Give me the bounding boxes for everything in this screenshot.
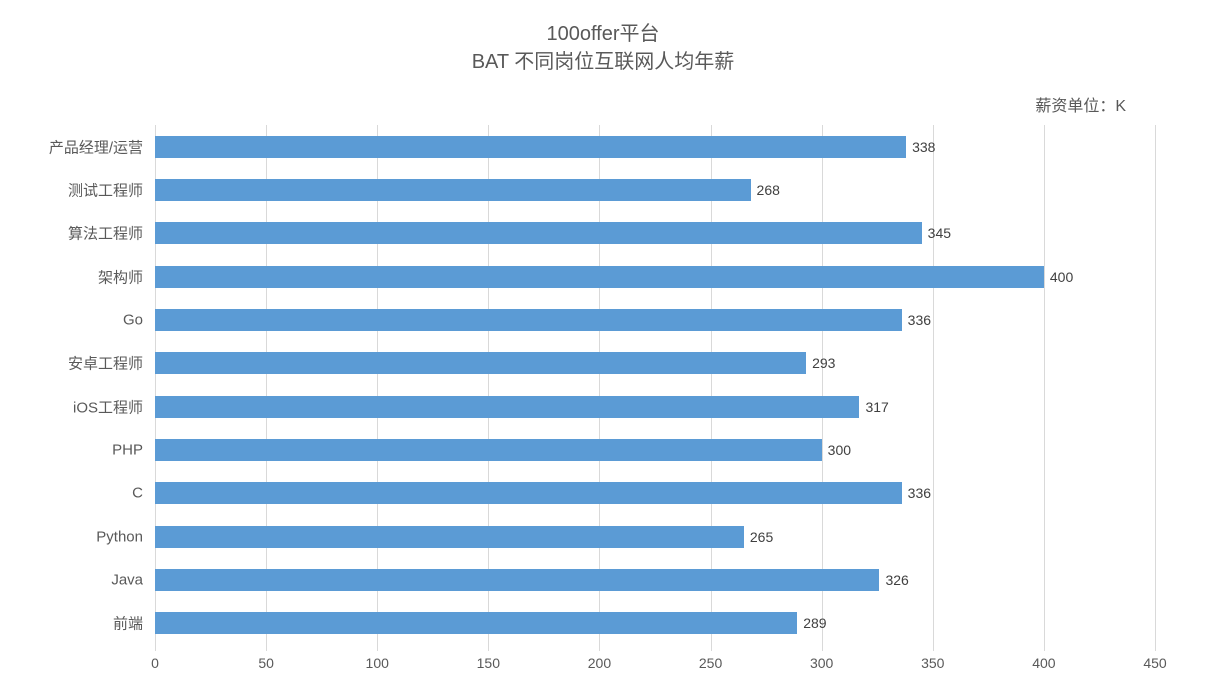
- y-axis-label: C: [132, 485, 155, 502]
- x-axis-label: 300: [810, 655, 833, 671]
- gridline: [1155, 125, 1156, 645]
- x-axis-label: 150: [477, 655, 500, 671]
- chart-title-line1: 100offer平台: [0, 20, 1206, 48]
- gridline: [933, 125, 934, 645]
- x-axis-label: 200: [588, 655, 611, 671]
- bar: 338: [155, 136, 906, 158]
- bar: 345: [155, 222, 922, 244]
- gridline: [266, 125, 267, 645]
- x-tick: [599, 645, 600, 651]
- bar: 289: [155, 612, 797, 634]
- gridline: [599, 125, 600, 645]
- bar: 268: [155, 179, 751, 201]
- bar: 317: [155, 396, 859, 418]
- y-axis-label: 安卓工程师: [68, 353, 155, 374]
- x-tick: [377, 645, 378, 651]
- x-axis-label: 50: [258, 655, 274, 671]
- bar-value-label: 400: [1044, 269, 1073, 285]
- bar: 300: [155, 439, 822, 461]
- bar-value-label: 300: [822, 442, 851, 458]
- x-tick: [155, 645, 156, 651]
- gridline: [822, 125, 823, 645]
- x-tick: [1044, 645, 1045, 651]
- bar-value-label: 293: [806, 355, 835, 371]
- x-tick: [822, 645, 823, 651]
- y-axis-label: Python: [96, 528, 155, 545]
- x-axis-label: 350: [921, 655, 944, 671]
- salary-bar-chart: 100offer平台 BAT 不同岗位互联网人均年薪 薪资单位：K 050100…: [0, 0, 1206, 684]
- gridline: [155, 125, 156, 645]
- x-axis-label: 450: [1143, 655, 1166, 671]
- y-axis-label: 产品经理/运营: [49, 136, 155, 157]
- gridline: [1044, 125, 1045, 645]
- y-axis-label: 前端: [113, 613, 155, 634]
- x-tick: [711, 645, 712, 651]
- y-axis-label: Go: [123, 312, 155, 329]
- x-tick: [1155, 645, 1156, 651]
- gridline: [377, 125, 378, 645]
- x-tick: [488, 645, 489, 651]
- bar-value-label: 338: [906, 139, 935, 155]
- bar-value-label: 336: [902, 312, 931, 328]
- x-tick: [266, 645, 267, 651]
- bar: 293: [155, 352, 806, 374]
- y-axis-label: iOS工程师: [73, 396, 155, 417]
- bar: 400: [155, 266, 1044, 288]
- gridline: [711, 125, 712, 645]
- bar: 326: [155, 569, 879, 591]
- chart-title-line2: BAT 不同岗位互联网人均年薪: [0, 48, 1206, 76]
- unit-label: 薪资单位：K: [1035, 92, 1126, 116]
- x-axis-label: 400: [1032, 655, 1055, 671]
- gridline: [488, 125, 489, 645]
- y-axis-label: 算法工程师: [68, 223, 155, 244]
- x-tick: [933, 645, 934, 651]
- x-axis-label: 250: [699, 655, 722, 671]
- bar-value-label: 265: [744, 529, 773, 545]
- bar: 336: [155, 482, 902, 504]
- bar-value-label: 326: [879, 572, 908, 588]
- plot-area: 050100150200250300350400450前端289Java326P…: [155, 125, 1155, 645]
- y-axis-label: PHP: [112, 442, 155, 459]
- bar-value-label: 289: [797, 615, 826, 631]
- y-axis-label: 架构师: [98, 266, 155, 287]
- y-axis-label: Java: [111, 572, 155, 589]
- bar-value-label: 336: [902, 485, 931, 501]
- chart-title: 100offer平台 BAT 不同岗位互联网人均年薪: [0, 20, 1206, 76]
- x-axis-label: 100: [366, 655, 389, 671]
- x-axis-label: 0: [151, 655, 159, 671]
- bar-value-label: 317: [859, 399, 888, 415]
- bar-value-label: 345: [922, 225, 951, 241]
- bar: 336: [155, 309, 902, 331]
- y-axis-label: 测试工程师: [68, 180, 155, 201]
- bar: 265: [155, 526, 744, 548]
- bar-value-label: 268: [751, 182, 780, 198]
